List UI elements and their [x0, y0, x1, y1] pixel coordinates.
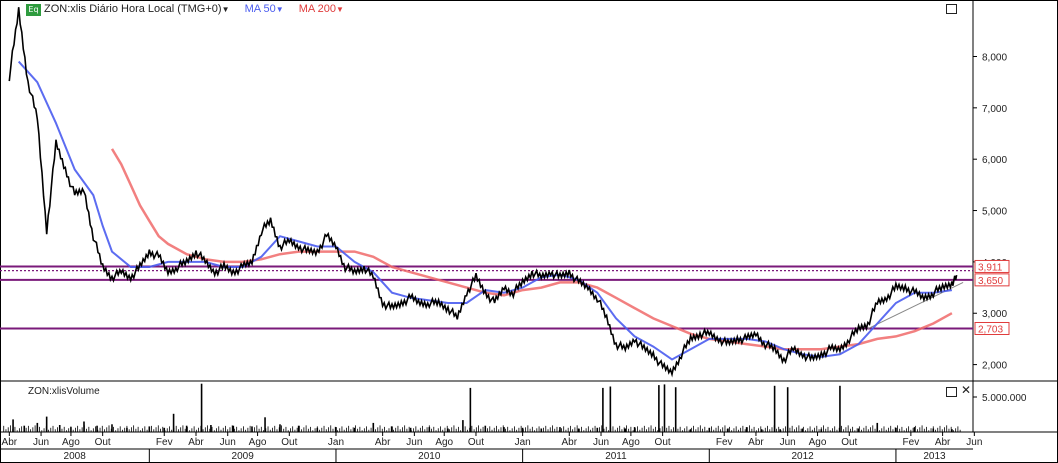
month-label: Jun: [593, 437, 609, 448]
level-label-box: [974, 321, 1010, 335]
month-label: Ago: [809, 437, 827, 448]
maximize-icon[interactable]: [946, 4, 957, 14]
month-label: Ago: [62, 437, 80, 448]
volume-label: ZON:xlisVolume: [28, 386, 100, 397]
maximize-icon[interactable]: [946, 387, 957, 397]
month-label: Jun: [966, 437, 982, 448]
month-label: Jan: [328, 437, 344, 448]
month-label: Abr: [375, 437, 391, 448]
month-label: Ago: [249, 437, 267, 448]
month-label: Abr: [748, 437, 764, 448]
y-tick-label: 3,000: [982, 309, 1007, 320]
chevron-down-icon[interactable]: ▼: [336, 5, 344, 14]
year-label: 2013: [923, 451, 946, 462]
month-label: Abr: [935, 437, 951, 448]
level-label-box: [974, 273, 1010, 287]
ma200-line: [110, 148, 953, 351]
level-label: 3,650: [978, 276, 1003, 287]
month-label: Ago: [622, 437, 640, 448]
symbol-label[interactable]: ZON:xlis Diário Hora Local (TMG+0): [44, 3, 222, 15]
year-label: 2009: [232, 451, 255, 462]
level-label: 2,703: [978, 324, 1003, 335]
month-label: Out: [281, 437, 297, 448]
chevron-down-icon[interactable]: ▼: [275, 5, 284, 14]
equity-badge: Eq: [26, 4, 41, 16]
month-label: Out: [95, 437, 111, 448]
chart-header: ZON:xlis Diário Hora Local (TMG+0)▼ MA 5…: [44, 3, 350, 15]
month-label: Abr: [188, 437, 204, 448]
month-label: Abr: [562, 437, 578, 448]
level-label: 3,911: [978, 262, 1003, 273]
month-label: Jan: [515, 437, 531, 448]
ma50-label[interactable]: MA 50: [244, 3, 276, 15]
month-label: Ago: [435, 437, 453, 448]
month-label: Abr: [2, 437, 18, 448]
ma200-label[interactable]: MA 200: [298, 3, 337, 15]
year-label: 2010: [418, 451, 441, 462]
month-label: Fev: [903, 437, 920, 448]
month-label: Fev: [156, 437, 173, 448]
year-label: 2012: [791, 451, 814, 462]
month-label: Out: [841, 437, 857, 448]
month-label: Out: [468, 437, 484, 448]
y-tick-label: 7,000: [982, 104, 1007, 115]
volume-tick-label: 5.000.000: [982, 393, 1027, 404]
year-label: 2008: [64, 451, 87, 462]
y-tick-label: 6,000: [982, 155, 1007, 166]
year-label: 2011: [605, 451, 627, 462]
price-line: [8, 7, 958, 378]
month-label: Jun: [33, 437, 49, 448]
month-label: Jun: [780, 437, 796, 448]
chevron-down-icon[interactable]: ▼: [221, 5, 230, 14]
month-label: Jun: [220, 437, 236, 448]
y-tick-label: 8,000: [982, 52, 1007, 63]
ma50-line: [17, 60, 953, 361]
close-icon[interactable]: ✕: [961, 383, 972, 397]
y-tick-label: 5,000: [982, 207, 1007, 218]
month-label: Jun: [406, 437, 422, 448]
level-label-box: [974, 259, 1010, 273]
month-label: Fev: [716, 437, 733, 448]
month-label: Out: [655, 437, 671, 448]
y-tick-label: 2,000: [982, 361, 1007, 372]
